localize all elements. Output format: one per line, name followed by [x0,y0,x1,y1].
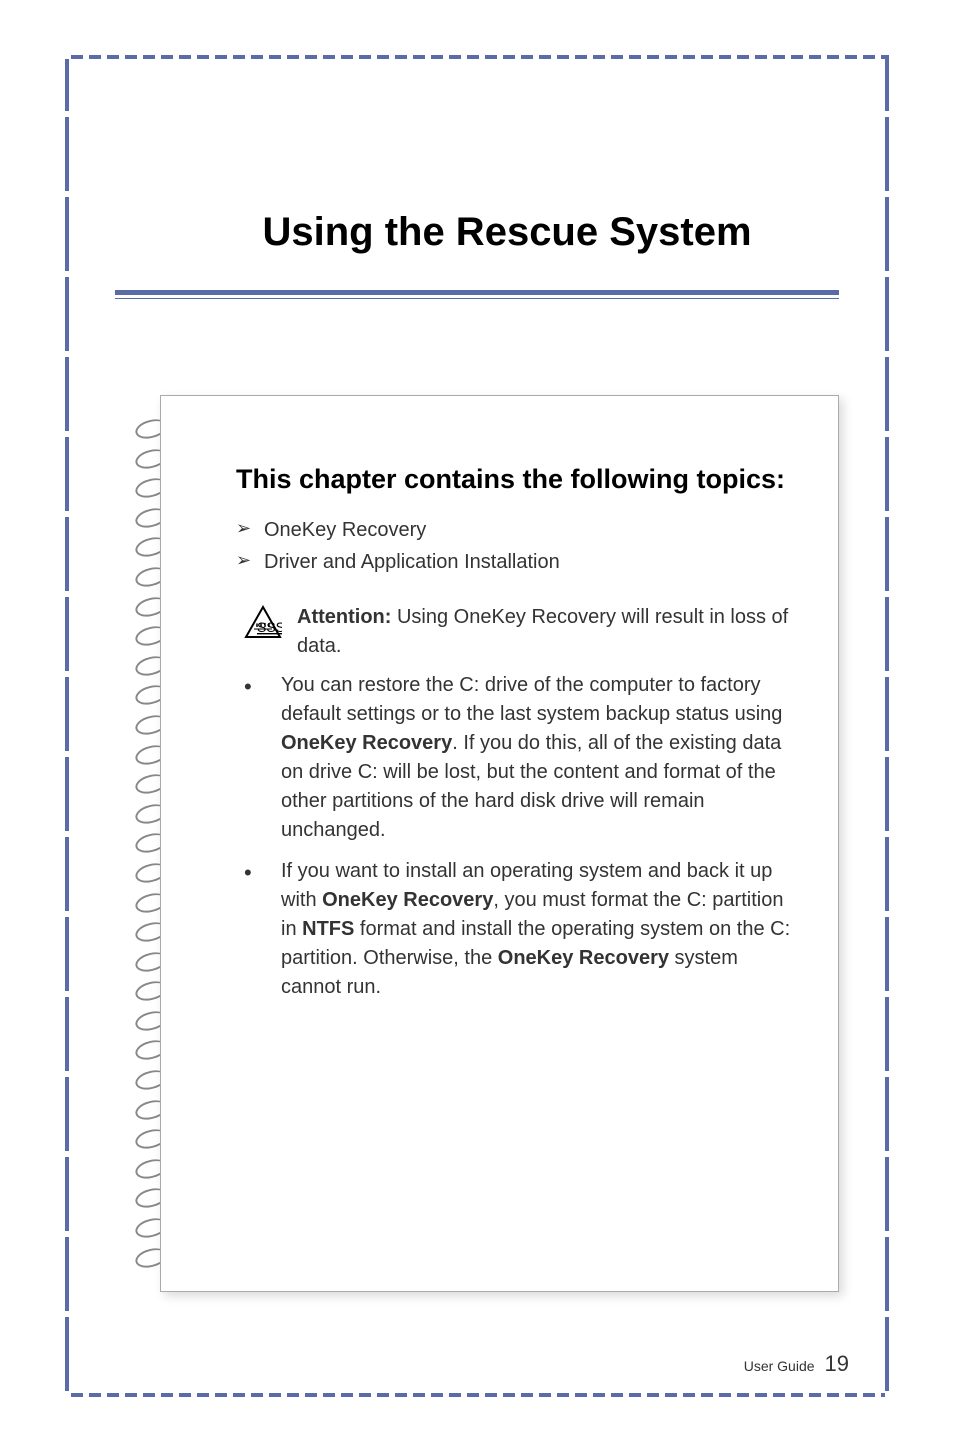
border-dash-right [885,55,889,1397]
footer-label: User Guide [744,1358,815,1374]
topic-list: OneKey Recovery Driver and Application I… [236,514,803,578]
text-segment: OneKey Recovery [498,947,669,969]
border-dash-bottom [65,1393,889,1397]
warning-triangle-icon: SSS [244,605,282,644]
topic-item: Driver and Application Installation [236,546,803,578]
topic-item: OneKey Recovery [236,514,803,546]
border-dash-left [65,55,69,1397]
bullet-item: If you want to install an operating syst… [236,857,803,1002]
text-segment: OneKey Recovery [281,732,452,754]
page-footer: User Guide 19 [744,1351,849,1377]
border-dash-top [65,55,889,59]
page-number: 19 [825,1351,849,1377]
bullet-item: You can restore the C: drive of the comp… [236,671,803,845]
attention-text: Attention: Using OneKey Recovery will re… [297,603,803,661]
text-segment: OneKey Recovery [322,889,493,911]
title-underline-thin [115,298,839,299]
content-box: This chapter contains the following topi… [160,395,839,1292]
bullet-list: You can restore the C: drive of the comp… [236,671,803,1002]
section-heading: This chapter contains the following topi… [236,461,803,499]
attention-label: Attention: [297,606,391,628]
attention-block: SSS Attention: Using OneKey Recovery wil… [236,603,803,661]
text-segment: You can restore the C: drive of the comp… [281,674,782,725]
chapter-title: Using the Rescue System [180,210,834,255]
title-underline-thick [115,290,839,295]
text-segment: NTFS [302,918,354,940]
